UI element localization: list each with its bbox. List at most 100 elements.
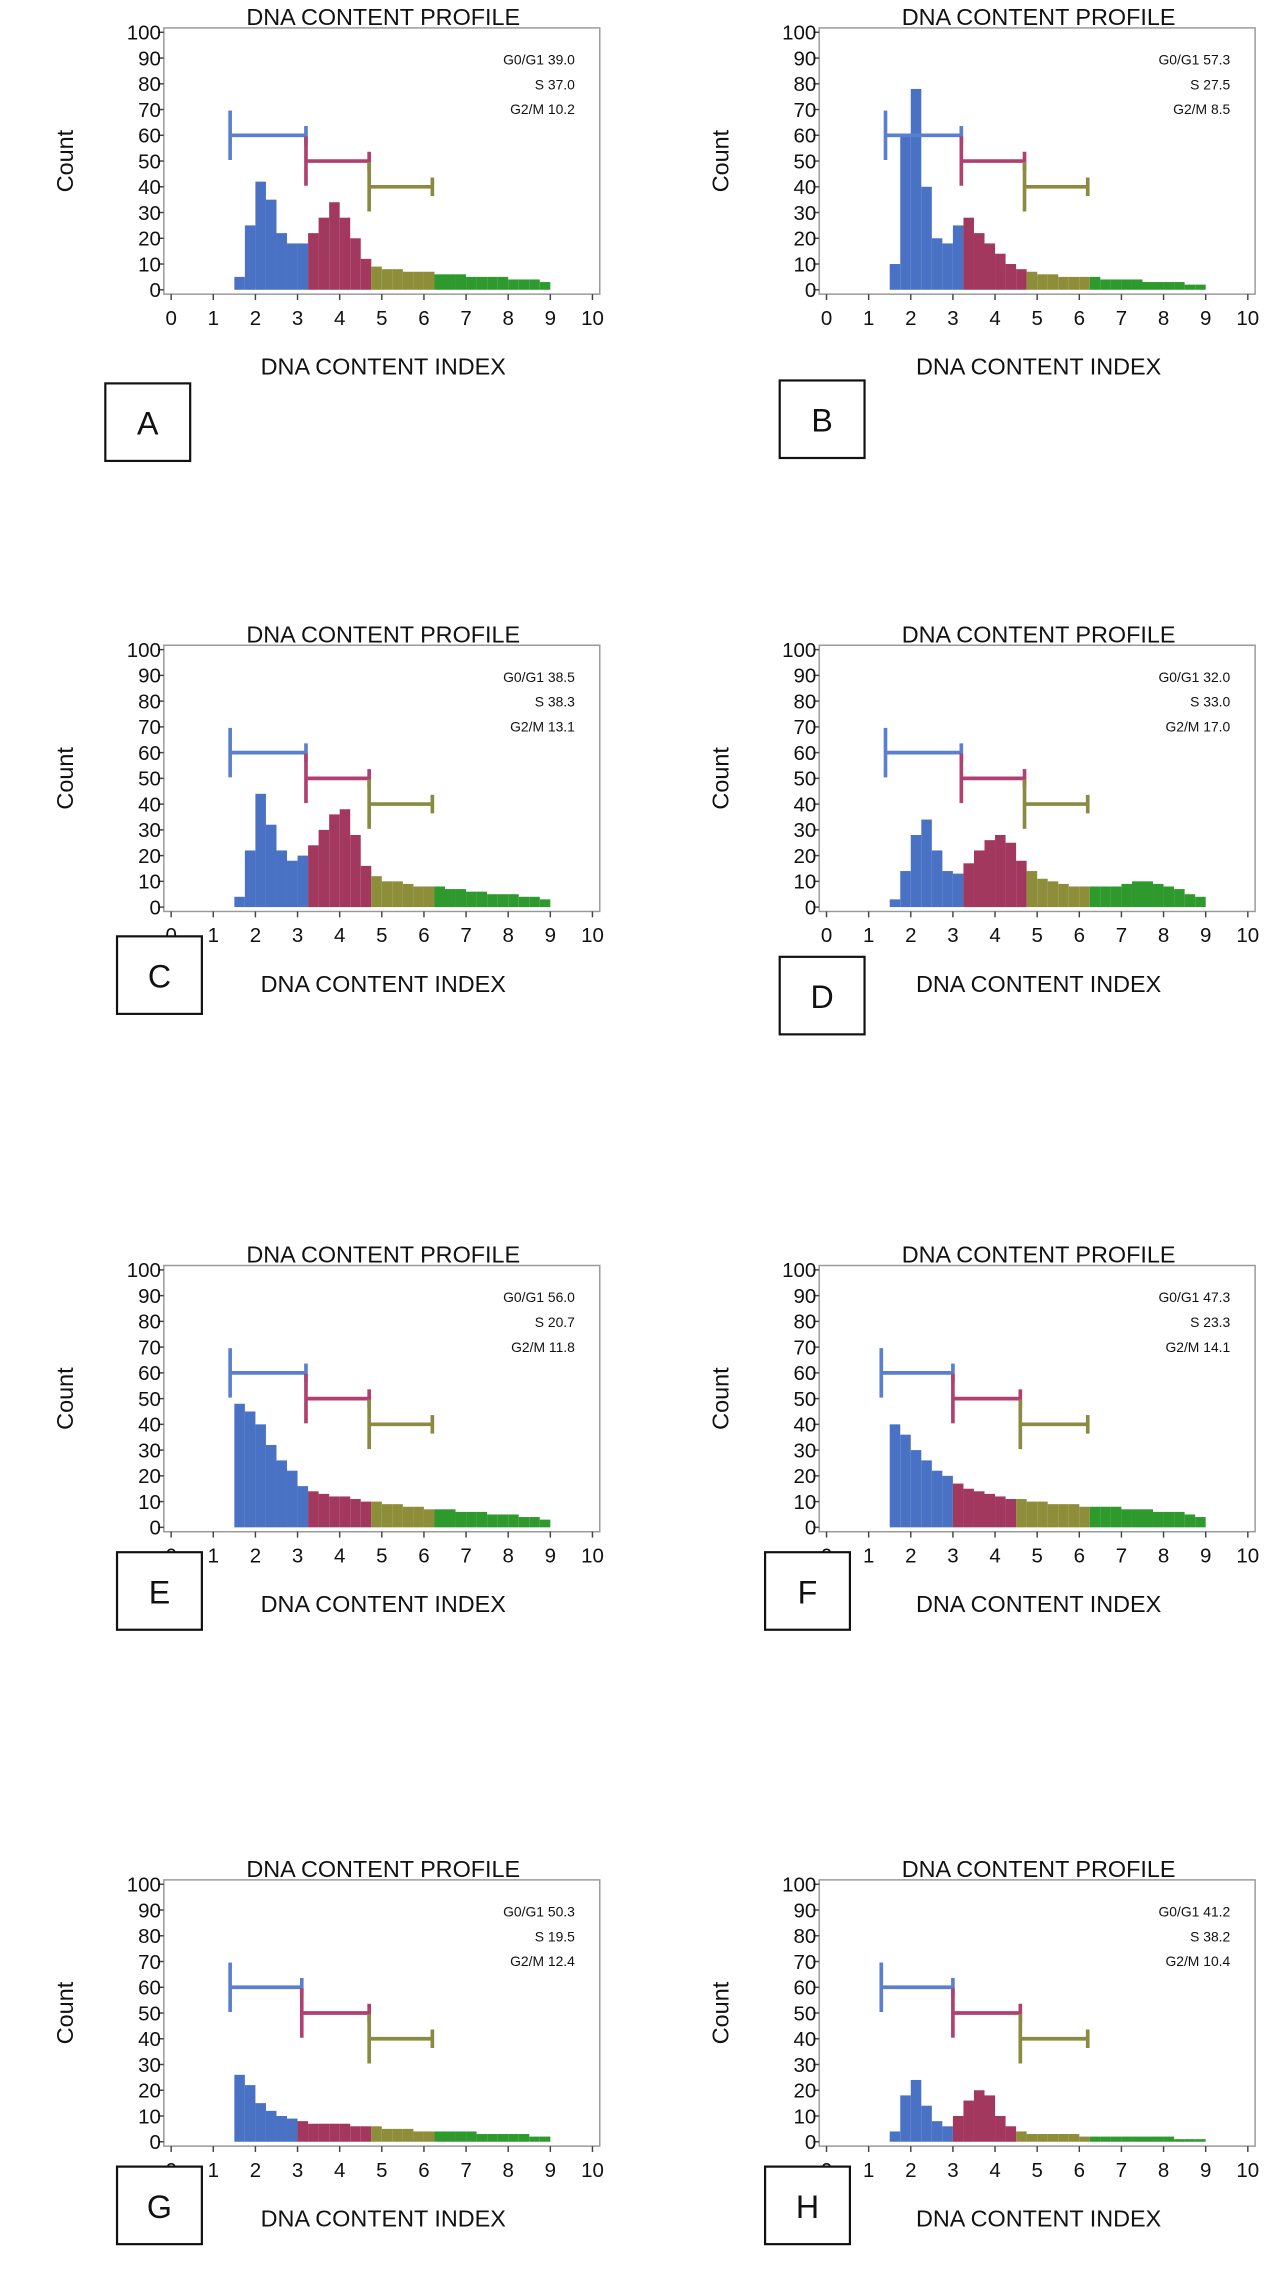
histogram-bar (529, 896, 540, 908)
histogram-bar (423, 271, 435, 290)
histogram-bar (1195, 2139, 1206, 2142)
x-tick-label: 7 (460, 924, 471, 947)
panel-label-box (115, 2165, 203, 2246)
gate-name: S (535, 1928, 544, 1944)
gate-name: S (535, 1314, 544, 1330)
histogram-bar (1047, 274, 1059, 290)
y-tick-label: 30 (793, 2054, 816, 2077)
y-axis-label: Count (52, 747, 78, 810)
histogram-bar (952, 2115, 964, 2142)
histogram-bar (287, 860, 298, 908)
gate-value: 14.1 (1203, 1339, 1230, 1355)
histogram-bar (276, 233, 288, 290)
x-tick-label: 3 (292, 2159, 303, 2182)
gate-value: 56.0 (548, 1289, 575, 1305)
histogram-bar (308, 2123, 319, 2142)
gate-value: 38.5 (548, 669, 575, 685)
x-tick-label: 8 (503, 1544, 514, 1567)
histogram-bar (1068, 2134, 1080, 2142)
x-tick-label: 1 (208, 307, 219, 330)
histogram-bar (984, 1493, 996, 1528)
histogram-bar (392, 269, 403, 290)
x-tick-label: 9 (1200, 924, 1211, 947)
y-tick-label: 40 (138, 793, 161, 816)
histogram-bar (984, 840, 996, 908)
histogram-bar (1026, 871, 1038, 908)
histogram-bar (265, 199, 277, 290)
y-tick-label: 50 (138, 150, 161, 173)
histogram-bar (539, 899, 551, 908)
gate-name: G0/G1 (503, 669, 544, 685)
histogram-bar (487, 894, 498, 908)
histogram-bar (1016, 1499, 1027, 1528)
x-tick-label: 3 (947, 2159, 958, 2182)
histogram-bar (942, 1475, 953, 1528)
gate-value: 12.4 (548, 1953, 575, 1969)
x-tick-label: 6 (418, 2159, 429, 2182)
histogram-bar (1100, 1506, 1111, 1528)
y-tick-label: 60 (138, 1362, 161, 1385)
x-tick-label: 9 (545, 924, 556, 947)
histogram-bar (1089, 886, 1101, 908)
y-tick-label: 50 (793, 1388, 816, 1411)
histogram-bar (350, 2126, 361, 2142)
histogram-bar (371, 266, 382, 290)
histogram-bar (995, 835, 1006, 908)
histogram-bar (1079, 886, 1090, 908)
panel-label-box (104, 382, 192, 463)
histogram-bar (1058, 2134, 1069, 2142)
histogram-bar (1047, 2134, 1059, 2142)
y-tick-label: 90 (138, 665, 161, 688)
histogram-bar (1058, 1504, 1069, 1528)
chart-title: DNA CONTENT PROFILE (246, 1242, 520, 1268)
x-tick-label: 0 (821, 307, 832, 330)
y-tick-label: 70 (138, 99, 161, 122)
x-tick-label: 5 (1031, 2159, 1042, 2182)
x-tick-label: 7 (460, 2159, 471, 2182)
histogram-bar (423, 886, 435, 908)
histogram-bar (360, 865, 372, 908)
gate-value: 33.0 (1203, 694, 1230, 710)
histogram-bar (1131, 1509, 1143, 1528)
y-tick-label: 50 (793, 2002, 816, 2025)
histogram-bar (265, 1444, 277, 1528)
y-tick-label: 60 (793, 125, 816, 148)
y-tick-label: 50 (138, 768, 161, 791)
gate-stat: G2/M 10.4 (1165, 1953, 1230, 1969)
panel-label: C (148, 959, 171, 995)
gate-stat: G2/M 11.8 (511, 1339, 575, 1355)
x-tick-label: 1 (863, 2159, 874, 2182)
gate-stat: S 23.3 (1190, 1314, 1230, 1330)
y-tick-label: 70 (138, 1951, 161, 1974)
x-tick-label: 8 (503, 924, 514, 947)
histogram-bar (329, 1496, 340, 1528)
histogram-bar (244, 850, 256, 908)
histogram-bar (413, 2131, 424, 2142)
histogram-bar (413, 271, 424, 290)
panel-label-box (778, 379, 866, 460)
histogram-bar (318, 217, 330, 290)
panel: DNA CONTENT PROFILE Count DNA CONTENT INDE… (52, 4, 604, 463)
gate-value: 20.7 (548, 1314, 575, 1330)
gate-stat: G0/G1 32.0 (1159, 669, 1231, 685)
histogram-bar (1131, 881, 1143, 908)
histogram-bar (942, 871, 953, 908)
y-axis-label: Count (708, 1981, 734, 2044)
histogram-bar (287, 2118, 298, 2142)
histogram-bar (921, 186, 932, 290)
histogram-bar (318, 2123, 330, 2142)
histogram-bar (1037, 2134, 1048, 2142)
gate-stat: G0/G1 39.0 (503, 51, 575, 67)
histogram-bar (1089, 1506, 1101, 1528)
x-tick-label: 2 (250, 1544, 261, 1567)
gate-stat: G2/M 8.5 (1173, 101, 1230, 117)
histogram-bar (1131, 279, 1143, 290)
histogram-bar (297, 855, 309, 908)
x-tick-label: 6 (418, 1544, 429, 1567)
histogram-bar (1174, 889, 1185, 908)
x-tick-label: 4 (989, 307, 1000, 330)
histogram-bar (308, 1491, 319, 1528)
x-tick-label: 4 (989, 1544, 1000, 1567)
panel-label: A (137, 406, 159, 442)
histogram-bar (1121, 883, 1132, 908)
